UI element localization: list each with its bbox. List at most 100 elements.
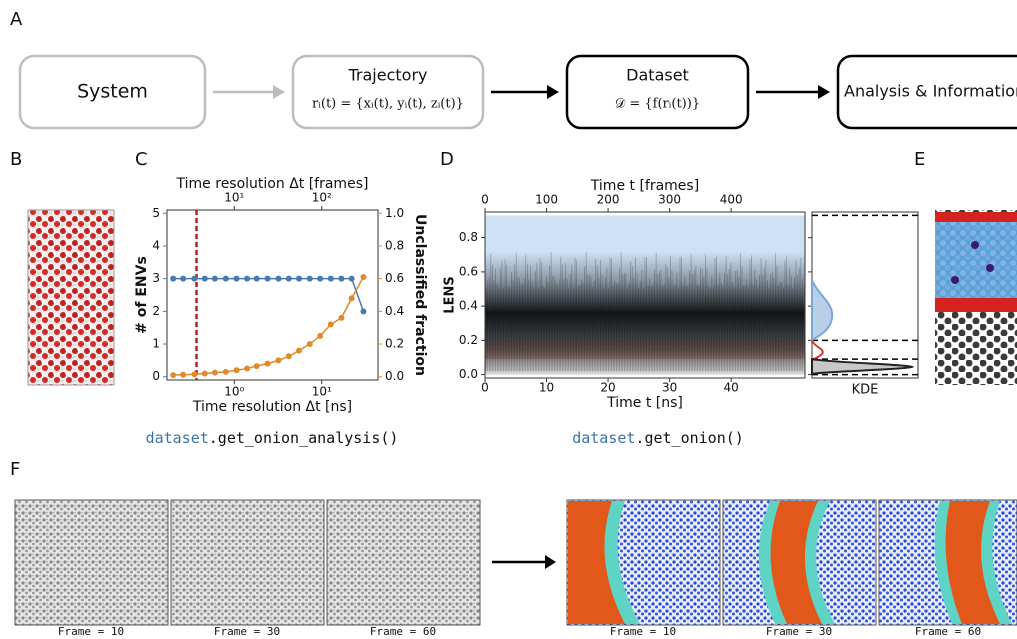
- x-tick-label: 0: [481, 381, 489, 395]
- data-point: [191, 275, 198, 282]
- node-label: Analysis & Information: [844, 82, 1017, 101]
- classified-frame: [878, 499, 1017, 626]
- y-tick-label: 0.6: [459, 264, 478, 278]
- y2-axis-label: Unclassified fraction: [412, 214, 428, 376]
- node-label: System: [77, 81, 148, 103]
- data-point: [296, 275, 303, 282]
- frame-label: Frame = 10: [58, 625, 124, 638]
- data-point: [306, 275, 313, 282]
- node-formula: rᵢ(t) = {xᵢ(t), yᵢ(t), zᵢ(t)}: [312, 97, 464, 112]
- solid-band: [568, 501, 625, 624]
- panel-label: B: [10, 149, 22, 170]
- data-point: [360, 308, 367, 315]
- y-tick-label: 0.0: [459, 367, 478, 381]
- y-tick-label: 0.8: [459, 230, 478, 244]
- panel-label: D: [440, 149, 454, 170]
- data-point: [253, 275, 260, 282]
- defect: [971, 241, 979, 249]
- x2-tick-label: 10¹: [224, 191, 244, 205]
- data-point: [170, 372, 177, 379]
- data-point: [285, 275, 292, 282]
- liquid-region: [935, 212, 1017, 307]
- data-point: [348, 295, 355, 302]
- x2-tick-label: 0: [481, 193, 489, 207]
- arrow-head: [547, 85, 559, 99]
- data-point: [348, 275, 355, 282]
- data-point: [180, 275, 187, 282]
- node-formula: 𝒟 = {f(rᵢ(t))}: [615, 97, 700, 112]
- interface: [935, 298, 1017, 312]
- data-point: [253, 363, 260, 370]
- series-line: [173, 276, 365, 376]
- data-point: [360, 274, 367, 281]
- pipeline-node: [836, 54, 1017, 130]
- data-point: [170, 275, 177, 282]
- frame-image: [14, 499, 169, 626]
- series-line: [173, 277, 365, 312]
- y-tick-label: 0.2: [459, 333, 478, 347]
- kde-frame: [811, 211, 919, 379]
- y-tick-label: 4: [152, 238, 160, 252]
- y-tick-label: 1: [152, 337, 160, 351]
- data-point: [285, 353, 292, 360]
- x2-tick-label: 10²: [312, 191, 332, 205]
- code-method: .get_onion(): [635, 429, 743, 447]
- y-axis-label: # of ENVs: [134, 256, 150, 334]
- panel-label: F: [10, 459, 20, 480]
- y2-tick-label: 0.2: [385, 337, 404, 351]
- kde-curve-blue: [811, 280, 834, 343]
- solid-band: [770, 501, 822, 624]
- data-point: [338, 275, 345, 282]
- y-axis-label: LENS: [443, 276, 458, 313]
- panel-label: E: [914, 149, 925, 170]
- x-tick-label: 40: [724, 381, 739, 395]
- frame-label: Frame = 10: [610, 625, 676, 638]
- y2-tick-label: 0.4: [385, 304, 404, 318]
- x2-tick-label: 200: [597, 193, 620, 207]
- data-point: [233, 275, 240, 282]
- images: [14, 209, 1017, 626]
- y2-tick-label: 1.0: [385, 206, 404, 220]
- classified-frame: [566, 499, 721, 626]
- data-point: [222, 275, 229, 282]
- data-point: [233, 367, 240, 374]
- defect: [986, 264, 994, 272]
- arrow-head: [545, 555, 556, 569]
- code-method: .get_onion_analysis(): [209, 429, 399, 447]
- frame-label: Frame = 30: [766, 625, 832, 638]
- kde-curve-black: [811, 357, 915, 375]
- plot-frame: [166, 209, 379, 381]
- y2-tick-label: 0.0: [385, 369, 404, 383]
- data-point: [244, 275, 251, 282]
- y-tick-label: 0.4: [459, 299, 478, 313]
- data-point: [201, 275, 208, 282]
- signal-density: [485, 251, 805, 375]
- data-point: [264, 360, 271, 367]
- classified-frame: [722, 499, 877, 626]
- data-point: [327, 321, 334, 328]
- x2-tick-label: 300: [658, 193, 681, 207]
- data-point: [317, 332, 324, 339]
- code-call: dataset.get_onion(): [572, 429, 744, 447]
- data-point: [306, 341, 313, 348]
- y-tick-label: 2: [152, 304, 160, 318]
- pipeline-node: [291, 54, 485, 130]
- defect: [951, 276, 959, 284]
- panel-label: A: [10, 9, 23, 30]
- panel-label: C: [135, 149, 148, 170]
- data-point: [222, 368, 229, 375]
- data-point: [211, 275, 218, 282]
- data-point: [275, 357, 282, 364]
- frame-label: Frame = 60: [370, 625, 436, 638]
- interface: [935, 212, 1017, 222]
- x2-tick-label: 400: [720, 193, 743, 207]
- x-tick-label: 10⁰: [224, 385, 244, 399]
- data-point: [338, 314, 345, 321]
- pipeline-node: [565, 54, 750, 130]
- frame-image: [170, 499, 325, 626]
- data-point: [296, 347, 303, 354]
- node-label: Trajectory: [348, 66, 428, 85]
- code-object: dataset: [572, 429, 635, 447]
- arrow-head: [273, 85, 285, 99]
